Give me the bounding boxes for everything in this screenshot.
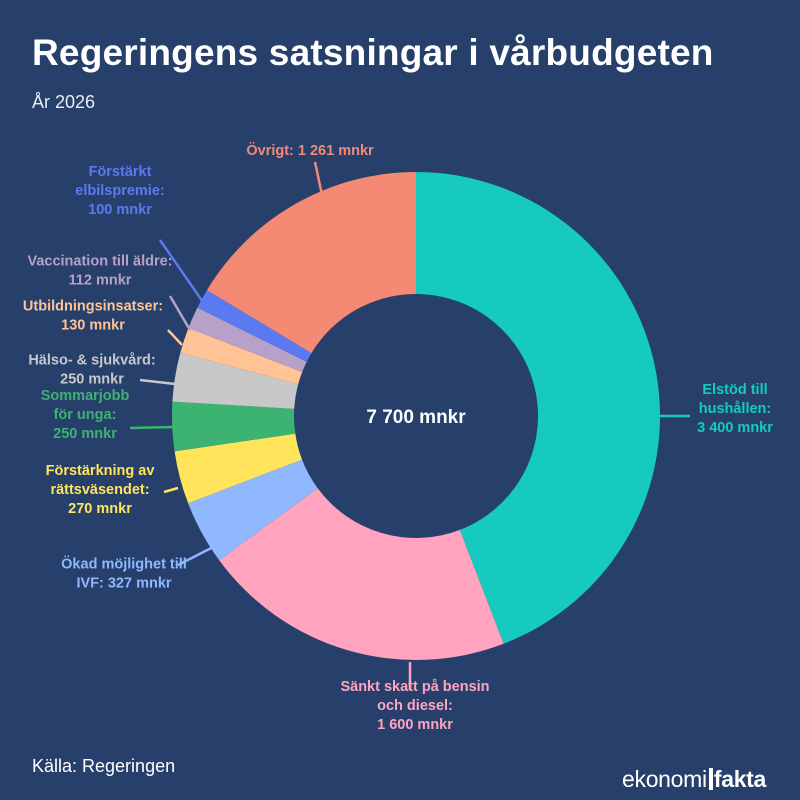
slice-sänkt-skatt-på-bensin-och-diesel [219, 488, 504, 660]
slice-label-sommarjobb-för-unga: Sommarjobb för unga: 250 mnkr [41, 388, 130, 442]
leader-line-vaccination-till-äldre [168, 295, 192, 331]
ekonomifakta-logo: ekonomi fakta [622, 766, 766, 793]
leader-line-förstärkt-elbilspremie [158, 239, 207, 306]
chart-title: Regeringens satsningar i vårbudgeten [32, 32, 714, 73]
source-note: Källa: Regeringen [32, 756, 176, 776]
slice-label-vaccination-till-äldre: Vaccination till äldre: 112 mnkr [27, 254, 172, 289]
slice-utbildningsinsatser [180, 328, 303, 385]
leader-line-ökad-möjlighet-till-ivf [177, 541, 222, 567]
leader-line-sommarjobb-för-unga [129, 425, 175, 430]
logo-part-2: fakta [713, 766, 767, 792]
slice-label-förstärkt-elbilspremie: Förstärkt elbilspremie: 100 mnkr [75, 164, 164, 218]
leader-line-hälso-sjukvård [139, 378, 176, 386]
slice-ökad-möjlighet-till-ivf [188, 459, 318, 561]
slice-förstärkt-elbilspremie [197, 290, 312, 362]
slice-hälso-sjukvård [172, 352, 299, 409]
leader-line-övrigt [313, 161, 324, 196]
center-total-label: 7 700 mnkr [366, 407, 466, 428]
slice-label-hälso-sjukvård: Hälso- & sjukvård: 250 mnkr [28, 353, 155, 388]
slice-övrigt [206, 172, 416, 354]
slice-label-ökad-möjlighet-till-ivf: Ökad möjlighet till IVF: 327 mnkr [61, 556, 187, 592]
logo-bar [708, 768, 713, 790]
slice-vaccination-till-äldre [188, 307, 307, 373]
leader-line-förstärkning-av-rättsväsendet [163, 486, 179, 494]
slice-label-utbildningsinsatser: Utbildningsinsatser: 130 mnkr [23, 299, 163, 334]
logo-part-1: ekonomi [622, 766, 707, 792]
slice-label-övrigt: Övrigt: 1 261 mnkr [246, 142, 374, 159]
slice-elstöd-till-hushållen [416, 172, 660, 644]
leader-line-utbildningsinsatser [167, 329, 183, 346]
slice-förstärkning-av-rättsväsendet [174, 433, 303, 504]
slice-label-sänkt-skatt-på-bensin-och-diesel: Sänkt skatt på bensin och diesel: 1 600 mn… [340, 679, 489, 733]
slice-label-elstöd-till-hushållen: Elstöd till hushållen: 3 400 mnkr [697, 382, 773, 436]
slice-label-förstärkning-av-rättsväsendet: Förstärkning av rättsväsendet: 270 mnkr [46, 463, 155, 517]
slice-sommarjobb-för-unga [171, 401, 296, 452]
chart-subtitle: År 2026 [32, 92, 96, 112]
